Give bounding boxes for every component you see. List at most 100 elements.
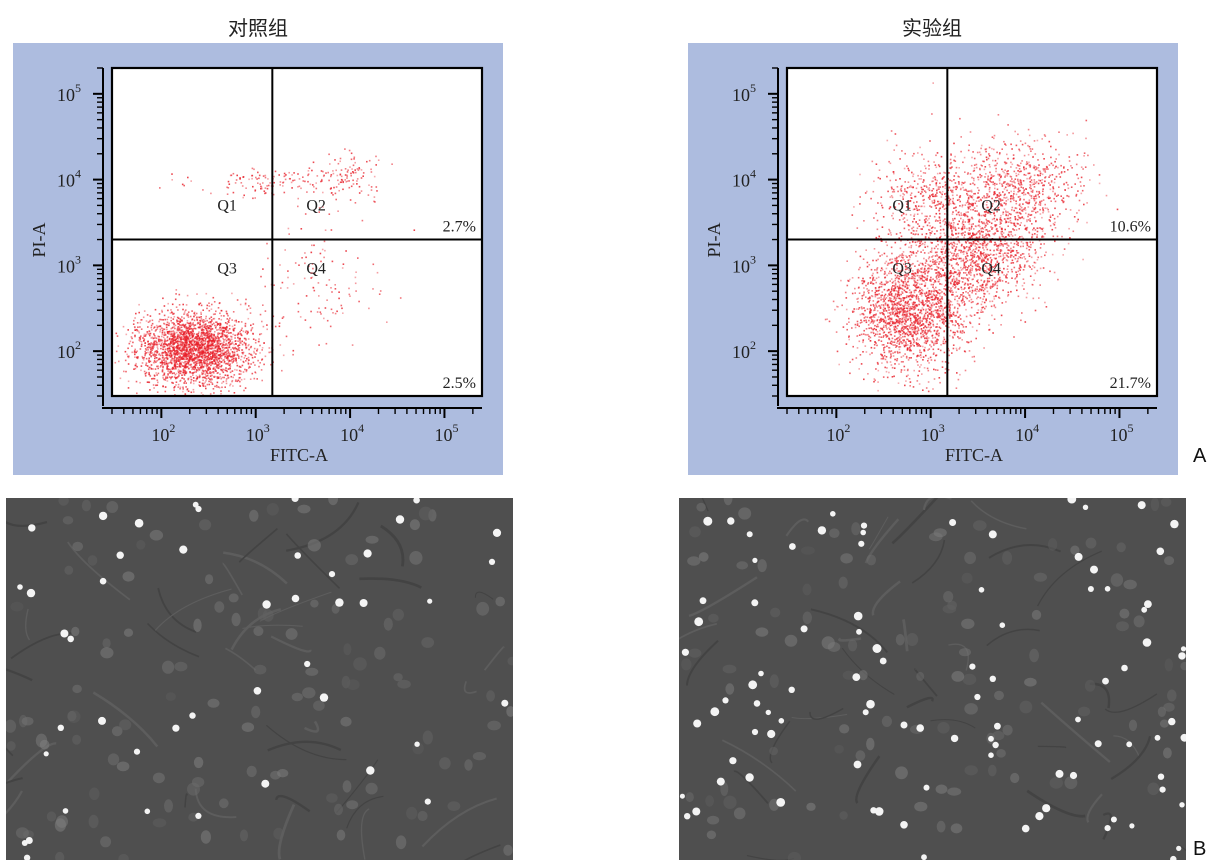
- scatter-point: [890, 331, 892, 333]
- scatter-point: [942, 322, 944, 324]
- scatter-point: [176, 366, 178, 368]
- scatter-point: [881, 358, 883, 360]
- scatter-point: [361, 177, 363, 179]
- scatter-point: [155, 340, 157, 342]
- scatter-point: [884, 263, 886, 265]
- scatter-point: [206, 308, 208, 310]
- scatter-point: [906, 286, 908, 288]
- scatter-point: [900, 346, 902, 348]
- scatter-point: [966, 316, 968, 318]
- scatter-point: [956, 372, 958, 374]
- scatter-point: [218, 329, 220, 331]
- scatter-point: [849, 361, 851, 363]
- scatter-point: [158, 373, 160, 375]
- scatter-point: [939, 377, 941, 379]
- scatter-point: [909, 347, 911, 349]
- scatter-point: [179, 320, 181, 322]
- scatter-point: [202, 336, 204, 338]
- scatter-point: [838, 364, 840, 366]
- scatter-point: [157, 365, 159, 367]
- scatter-point: [919, 339, 921, 341]
- scatter-point: [197, 376, 199, 378]
- scatter-point: [226, 380, 228, 382]
- scatter-point: [199, 326, 201, 328]
- scatter-point: [926, 327, 928, 329]
- scatter-point: [327, 320, 329, 322]
- scatter-point: [878, 301, 880, 303]
- scatter-point: [180, 363, 182, 365]
- scatter-point: [167, 350, 169, 352]
- scatter-point: [226, 383, 228, 385]
- scatter-point: [874, 279, 876, 281]
- scatter-point: [236, 348, 238, 350]
- scatter-point: [328, 154, 330, 156]
- scatter-point: [241, 329, 243, 331]
- scatter-point: [203, 352, 205, 354]
- scatter-point: [905, 328, 907, 330]
- scatter-point: [336, 186, 338, 188]
- scatter-point: [879, 255, 881, 257]
- scatter-point: [157, 368, 159, 370]
- scatter-point: [901, 254, 903, 256]
- scatter-point: [259, 334, 261, 336]
- scatter-point: [911, 331, 913, 333]
- scatter-point: [232, 361, 234, 363]
- scatter-point: [260, 314, 262, 316]
- scatter-point: [316, 188, 318, 190]
- scatter-point: [181, 353, 183, 355]
- scatter-point: [180, 358, 182, 360]
- scatter-point: [834, 309, 836, 311]
- scatter-point: [192, 347, 194, 349]
- scatter-point: [884, 346, 886, 348]
- scatter-point: [168, 323, 170, 325]
- scatter-point: [907, 219, 909, 221]
- scatter-point: [226, 378, 228, 380]
- scatter-point: [866, 288, 868, 290]
- scatter-point: [912, 306, 914, 308]
- scatter-point: [907, 339, 909, 341]
- scatter-point: [952, 278, 954, 280]
- scatter-point: [971, 287, 973, 289]
- scatter-point: [913, 309, 915, 311]
- scatter-point: [876, 270, 878, 272]
- scatter-point: [217, 382, 219, 384]
- scatter-point: [205, 318, 207, 320]
- scatter-point: [348, 180, 350, 182]
- scatter-point: [883, 297, 885, 299]
- scatter-point: [145, 348, 147, 350]
- scatter-point: [233, 355, 235, 357]
- scatter-point: [261, 359, 263, 361]
- scatter-point: [226, 370, 228, 372]
- scatter-point: [201, 333, 203, 335]
- scatter-point: [323, 318, 325, 320]
- scatter-point: [916, 275, 918, 277]
- scatter-point: [226, 187, 228, 189]
- scatter-point: [136, 381, 138, 383]
- scatter-point: [890, 342, 892, 344]
- scatter-point: [930, 261, 932, 263]
- scatter-point: [890, 258, 892, 260]
- scatter-point: [914, 313, 916, 315]
- scatter-point: [189, 371, 191, 373]
- scatter-point: [871, 319, 873, 321]
- scatter-point: [899, 318, 901, 320]
- scatter-point: [241, 379, 243, 381]
- scatter-point: [193, 345, 195, 347]
- scatter-point: [936, 342, 938, 344]
- scatter-point: [881, 286, 883, 288]
- scatter-point: [338, 163, 340, 165]
- scatter-point: [894, 344, 896, 346]
- scatter-point: [248, 318, 250, 320]
- scatter-point: [855, 324, 857, 326]
- scatter-point: [182, 324, 184, 326]
- scatter-point: [288, 228, 290, 230]
- scatter-point: [931, 249, 933, 251]
- scatter-point: [910, 308, 912, 310]
- scatter-point: [202, 380, 204, 382]
- scatter-point: [216, 365, 218, 367]
- scatter-point: [931, 346, 933, 348]
- scatter-point: [181, 336, 183, 338]
- scatter-point: [193, 316, 195, 318]
- scatter-point: [268, 352, 270, 354]
- scatter-point: [174, 386, 176, 388]
